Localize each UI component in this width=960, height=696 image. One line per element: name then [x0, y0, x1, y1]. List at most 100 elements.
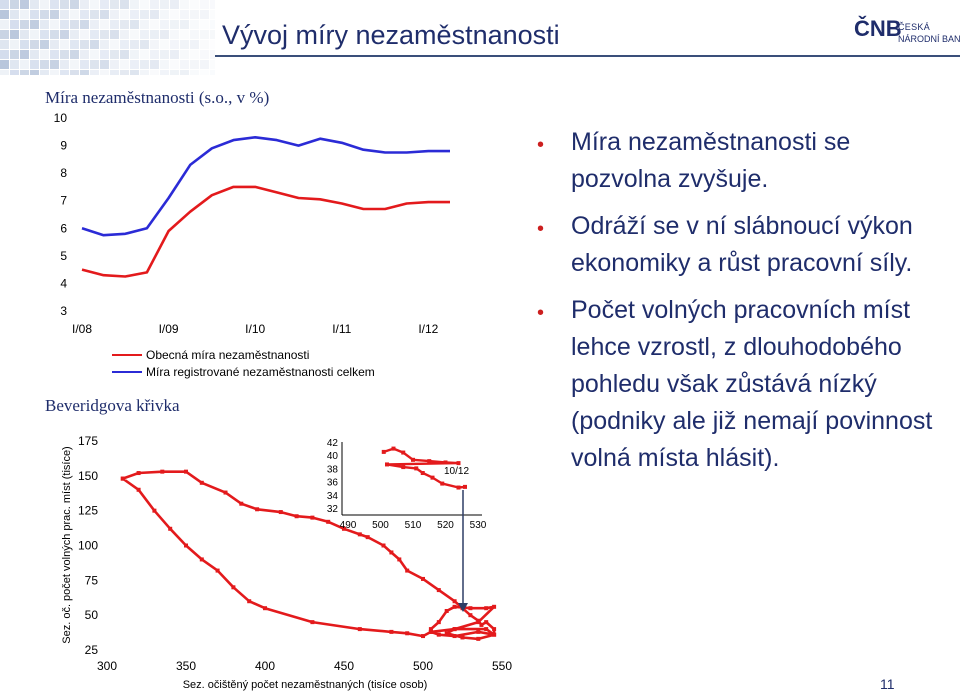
x-tick-label: 300 — [97, 659, 117, 673]
mosaic-tile — [60, 40, 69, 49]
beveridge-curve-line — [122, 470, 496, 641]
mosaic-tile — [190, 30, 199, 39]
mosaic-tile — [60, 60, 69, 69]
inset-y-tick-label: 38 — [327, 464, 339, 475]
data-point — [428, 629, 433, 634]
cnb-logo: ČNB ČESKÁ NÁRODNÍ BANKA — [848, 16, 960, 56]
mosaic-tile — [20, 50, 29, 59]
mosaic-tile — [70, 10, 79, 19]
logo-line-1: ČESKÁ — [898, 22, 931, 32]
mosaic-tile — [50, 10, 59, 19]
mosaic-tile — [70, 60, 79, 69]
data-point — [357, 532, 362, 537]
mosaic-tile — [0, 10, 9, 19]
logo-mark: ČNB — [854, 16, 902, 41]
data-point — [436, 588, 441, 593]
mosaic-tile — [160, 60, 169, 69]
mosaic-tile — [160, 30, 169, 39]
data-point — [460, 635, 465, 640]
mosaic-tile — [150, 60, 159, 69]
mosaic-tile — [120, 40, 129, 49]
page-number: 11 — [880, 676, 895, 692]
mosaic-tile — [60, 20, 69, 29]
data-point — [452, 604, 457, 609]
inset-x-tick-label: 530 — [470, 520, 487, 531]
mosaic-tile — [90, 70, 99, 75]
data-point — [484, 627, 489, 632]
mosaic-tile — [130, 20, 139, 29]
y-tick-label: 100 — [78, 539, 98, 553]
mosaic-tile — [210, 40, 215, 49]
mosaic-tile — [190, 20, 199, 29]
inset-data-point — [456, 485, 461, 490]
mosaic-tile — [170, 70, 179, 75]
mosaic-tile — [0, 40, 9, 49]
bullet-list: • Míra nezaměstnanosti se pozvolna zvyšu… — [537, 124, 947, 487]
mosaic-tile — [200, 70, 209, 75]
mosaic-tile — [110, 60, 119, 69]
data-point — [476, 629, 481, 634]
mosaic-tile — [90, 60, 99, 69]
data-point — [255, 507, 260, 512]
y-tick-label: 50 — [85, 608, 99, 622]
mosaic-tile — [140, 70, 149, 75]
mosaic-tile — [130, 60, 139, 69]
mosaic-tile — [50, 30, 59, 39]
x-axis-label: Sez. očištěný počet nezaměstnaných (tisí… — [183, 679, 428, 691]
data-point — [231, 585, 236, 590]
mosaic-tile — [180, 20, 189, 29]
mosaic-tile — [150, 40, 159, 49]
x-tick-label: I/11 — [332, 322, 351, 336]
series-line-registered-rate — [81, 136, 450, 237]
mosaic-tile — [80, 60, 89, 69]
mosaic-tile — [180, 0, 189, 9]
data-point — [160, 469, 165, 474]
mosaic-tile — [180, 60, 189, 69]
data-point — [326, 519, 331, 524]
data-point — [168, 526, 173, 531]
mosaic-tile — [150, 0, 159, 9]
x-tick-label: I/09 — [159, 322, 179, 336]
mosaic-tile — [0, 70, 9, 75]
mosaic-tile — [60, 30, 69, 39]
mosaic-tile — [190, 50, 199, 59]
data-point — [184, 469, 188, 474]
bullet-item: • Odráží se v ní slábnoucí výkon ekonomi… — [537, 208, 947, 282]
data-point — [184, 543, 188, 548]
mosaic-tile — [140, 20, 149, 29]
mosaic-tile — [140, 0, 149, 9]
mosaic-tile — [120, 20, 129, 29]
beveridge-curve-chart: 25 50 75 100 125 150 175 300 350 400 450 500 550 Sez.… — [61, 434, 512, 691]
mosaic-tile — [190, 0, 199, 9]
mosaic-tile — [120, 50, 129, 59]
mosaic-tile — [70, 70, 79, 75]
mosaic-tile — [30, 30, 39, 39]
inset-x-tick-label: 490 — [340, 520, 357, 531]
mosaic-tile — [40, 0, 49, 9]
mosaic-tile — [20, 10, 29, 19]
x-tick-label: 550 — [492, 659, 512, 673]
legend-label: Míra registrované nezaměstnanosti celkem — [146, 365, 375, 379]
data-point — [428, 627, 433, 632]
beveridge-chart-title: Beveridgova křivka — [45, 396, 180, 415]
y-tick-label: 4 — [60, 276, 67, 290]
mosaic-tile — [170, 0, 179, 9]
mosaic-tile — [50, 40, 59, 49]
data-point — [381, 543, 386, 548]
mosaic-tile — [0, 30, 9, 39]
mosaic-tile — [20, 30, 29, 39]
inset-y-tick-label: 32 — [327, 504, 339, 515]
x-tick-label: 400 — [255, 659, 275, 673]
y-tick-label: 8 — [60, 166, 67, 180]
y-tick-label: 75 — [85, 573, 99, 587]
inset-y-tick-label: 34 — [327, 491, 339, 502]
mosaic-tile — [10, 70, 19, 75]
unemployment-line-chart: 3 4 5 6 7 8 9 10 I/08 I/09 I/10 I/11 I/12 Obecná míra… — [54, 111, 450, 379]
mosaic-tile — [110, 30, 119, 39]
slide-title: Vývoj míry nezaměstnanosti — [222, 20, 560, 50]
mosaic-tile — [150, 20, 159, 29]
data-point — [310, 620, 315, 625]
inset-data-point — [456, 461, 461, 466]
inset-data-point — [381, 449, 386, 454]
data-point — [452, 627, 457, 632]
